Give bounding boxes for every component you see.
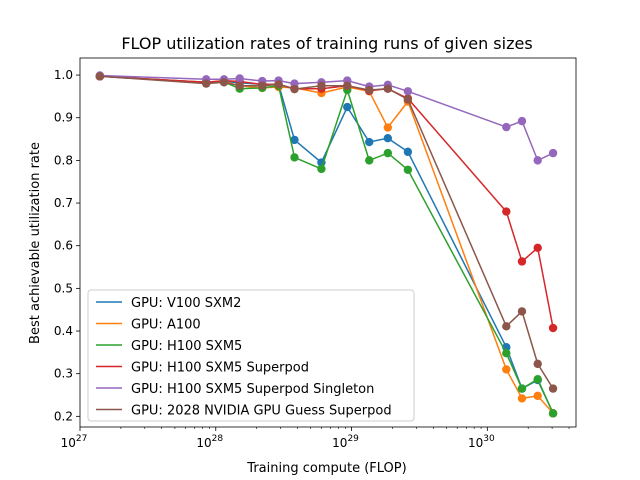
legend-entry: GPU: H100 SXM5 Superpod (131, 361, 309, 376)
series-5-point (517, 116, 527, 126)
series-6-point (317, 81, 326, 90)
series-6-point (201, 79, 211, 88)
series-3-point (365, 156, 374, 165)
series-6-point (235, 81, 244, 90)
legend-entry: GPU: H100 SXM5 Superpod Singleton (131, 382, 374, 397)
series-line-6 (99, 75, 554, 389)
x-tick-label: 1027 (61, 434, 88, 450)
y-tick-label: 0.9 (54, 111, 73, 125)
series-6-point (274, 80, 283, 89)
y-tick-label: 0.8 (54, 153, 73, 167)
series-2-point (533, 391, 542, 401)
y-tick-label: 0.4 (54, 324, 73, 338)
series-3-point (502, 349, 511, 358)
x-tick-label: 1030 (468, 434, 495, 450)
series-line-1 (99, 75, 554, 414)
series-1-point (290, 135, 299, 145)
series-6-point (517, 307, 527, 316)
series-1-point (343, 102, 352, 112)
series-5-point (533, 156, 542, 165)
y-tick-label: 0.6 (54, 239, 73, 253)
series-4-point (502, 207, 511, 216)
series-6-point (219, 78, 229, 87)
legend-entry: GPU: 2028 NVIDIA GPU Guess Superpod (131, 404, 392, 419)
series-3-point (317, 164, 326, 174)
series-1-point (403, 147, 413, 157)
legend-entry: GPU: V100 SXM2 (131, 296, 241, 311)
legend-entry: GPU: A100 (131, 318, 201, 333)
series-6-point (95, 72, 105, 81)
series-3-point (533, 375, 542, 384)
series-5-point (502, 122, 511, 132)
series-1-point (365, 137, 374, 147)
series-1-point (383, 133, 393, 143)
series-4-point (548, 323, 558, 333)
series-2-point (502, 365, 511, 374)
y-tick-label: 0.5 (54, 281, 73, 295)
series-6-point (383, 84, 393, 93)
series-6-point (533, 359, 542, 369)
series-4-point (533, 243, 542, 253)
series-6-point (343, 81, 352, 90)
series-3-point (548, 409, 558, 418)
legend-box (87, 289, 415, 422)
legend-entry: GPU: H100 SXM5 (131, 339, 242, 354)
series-5-point (548, 148, 558, 158)
legend: GPU: V100 SXM2 GPU: A100 GPU: H100 SXM5 GPU… (87, 289, 415, 422)
chart-title: FLOP utilization rates of training runs … (121, 34, 532, 53)
series-6-point (502, 322, 511, 331)
series-line-5 (99, 74, 554, 162)
axes-frame (79, 57, 577, 428)
plot-area: 0.2 0.3 0.4 0.5 0.6 0.7 0.8 0.9 1.0 1027 1028 1029 1… (54, 57, 577, 450)
series-6-point (258, 81, 267, 90)
y-axis-label: Best achievable utilization rate (28, 142, 43, 344)
series-2-point (517, 394, 527, 403)
x-axis-label: Training compute (FLOP) (246, 461, 406, 476)
x-tick-label: 1029 (332, 434, 359, 450)
x-tick-label: 1028 (196, 434, 223, 450)
series-5-point (235, 74, 244, 83)
series-line-3 (99, 75, 554, 414)
series-2-point (383, 123, 393, 132)
y-tick-label: 1.0 (54, 68, 73, 82)
series-line-4 (99, 75, 554, 329)
series-3-point (290, 153, 299, 162)
series-5-point (403, 87, 413, 96)
y-tick-label: 0.3 (54, 367, 73, 381)
y-tick-label: 0.7 (54, 196, 73, 210)
y-tick-label: 0.2 (54, 409, 73, 423)
series-4-point (517, 257, 527, 266)
series-6-point (403, 95, 413, 104)
series-3-point (383, 148, 393, 158)
series-3-point (517, 384, 527, 393)
series-6-point (290, 84, 299, 94)
series-6-point (548, 384, 558, 393)
series-6-point (365, 85, 374, 95)
series-3-point (403, 165, 413, 174)
